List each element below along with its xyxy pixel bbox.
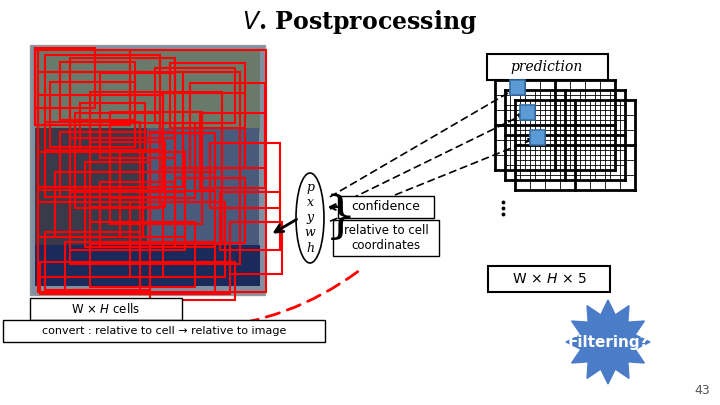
- Bar: [150, 133, 215, 191]
- Text: W $\times$ $\mathit{H}$ $\times$ 5: W $\times$ $\mathit{H}$ $\times$ 5: [512, 272, 586, 286]
- FancyBboxPatch shape: [338, 196, 434, 218]
- Bar: [38, 72, 183, 187]
- FancyBboxPatch shape: [488, 266, 610, 292]
- Bar: [100, 182, 175, 247]
- Bar: [230, 222, 282, 274]
- Text: h: h: [306, 241, 314, 254]
- FancyArrowPatch shape: [330, 204, 337, 210]
- Bar: [175, 178, 245, 243]
- Bar: [90, 92, 222, 244]
- Bar: [35, 50, 130, 125]
- Bar: [140, 242, 215, 294]
- FancyArrowPatch shape: [275, 220, 297, 232]
- Bar: [38, 50, 266, 292]
- Text: prediction: prediction: [511, 60, 583, 74]
- Bar: [75, 113, 160, 208]
- Bar: [45, 55, 160, 150]
- Bar: [160, 93, 245, 168]
- Bar: [150, 262, 235, 300]
- Text: convert : relative to cell → relative to image: convert : relative to cell → relative to…: [42, 326, 286, 336]
- Bar: [38, 202, 163, 277]
- FancyBboxPatch shape: [333, 220, 439, 256]
- Bar: [40, 262, 230, 294]
- Bar: [70, 72, 240, 264]
- Text: W $\times$ $\mathit{H}$ cells: W $\times$ $\mathit{H}$ cells: [71, 302, 140, 316]
- Bar: [130, 202, 225, 277]
- FancyBboxPatch shape: [487, 54, 608, 80]
- Text: confidence: confidence: [351, 200, 420, 213]
- Bar: [530, 130, 545, 145]
- Bar: [38, 152, 143, 237]
- Bar: [85, 162, 150, 247]
- Bar: [100, 73, 175, 158]
- Bar: [520, 105, 535, 120]
- Bar: [45, 122, 140, 197]
- Bar: [70, 192, 185, 250]
- Bar: [515, 100, 635, 190]
- Text: p: p: [306, 181, 314, 194]
- Text: x: x: [307, 196, 313, 209]
- Bar: [30, 45, 265, 295]
- Bar: [220, 192, 280, 250]
- Bar: [45, 232, 140, 290]
- Bar: [110, 112, 202, 224]
- Bar: [35, 50, 260, 133]
- Bar: [80, 103, 145, 151]
- Bar: [120, 152, 185, 237]
- Bar: [70, 58, 175, 138]
- Text: }: }: [325, 193, 356, 243]
- Text: 43: 43: [694, 384, 710, 397]
- Bar: [90, 142, 165, 207]
- Bar: [110, 123, 195, 198]
- Bar: [90, 222, 195, 287]
- Bar: [65, 242, 150, 290]
- Bar: [495, 80, 615, 170]
- FancyBboxPatch shape: [30, 298, 182, 320]
- Text: $\mathit{V}$. Postprocessing: $\mathit{V}$. Postprocessing: [243, 8, 477, 36]
- Bar: [147, 128, 259, 253]
- Bar: [505, 90, 625, 180]
- Bar: [55, 172, 150, 237]
- Bar: [35, 245, 260, 286]
- Bar: [35, 128, 152, 253]
- Bar: [60, 62, 135, 120]
- Bar: [200, 113, 265, 188]
- Bar: [510, 80, 525, 95]
- Text: y: y: [307, 211, 314, 224]
- Bar: [140, 172, 215, 247]
- Text: relative to cell
coordinates: relative to cell coordinates: [343, 224, 428, 252]
- Text: w: w: [305, 226, 315, 239]
- Text: Filtering?: Filtering?: [567, 335, 649, 350]
- Ellipse shape: [296, 173, 324, 263]
- Bar: [155, 68, 235, 123]
- Bar: [35, 48, 95, 108]
- Bar: [190, 83, 265, 168]
- Bar: [170, 63, 245, 128]
- Bar: [38, 95, 163, 190]
- Bar: [50, 82, 135, 147]
- Bar: [210, 143, 280, 208]
- Bar: [60, 132, 175, 197]
- Polygon shape: [566, 300, 650, 384]
- FancyBboxPatch shape: [3, 320, 325, 342]
